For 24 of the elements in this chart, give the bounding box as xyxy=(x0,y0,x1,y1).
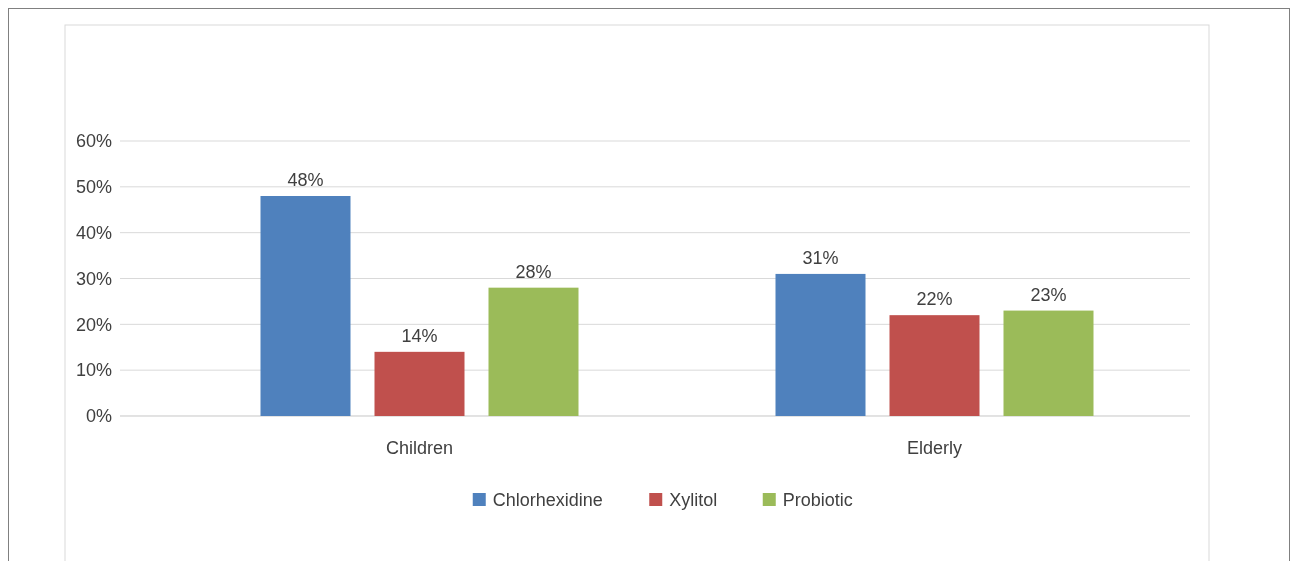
bar xyxy=(889,315,980,416)
x-tick-label: Elderly xyxy=(906,438,963,458)
y-tick-label: 0% xyxy=(85,406,112,427)
y-tick-label: 50% xyxy=(75,177,112,198)
data-label: 23% xyxy=(1030,284,1067,305)
data-label: 28% xyxy=(515,261,552,282)
y-tick-label: 40% xyxy=(75,222,112,243)
y-tick-label: 30% xyxy=(75,268,112,289)
bar xyxy=(1003,310,1094,416)
bar xyxy=(775,273,866,416)
data-label: 48% xyxy=(287,170,324,190)
y-tick-label: 10% xyxy=(75,360,112,381)
bar xyxy=(488,287,579,416)
y-tick-label: 20% xyxy=(75,314,112,335)
legend-label: Xylitol xyxy=(669,490,718,510)
y-tick-label: 60% xyxy=(75,131,112,152)
bar xyxy=(260,196,351,416)
legend-label: Chlorhexidine xyxy=(492,490,603,510)
data-label: 31% xyxy=(802,247,839,268)
data-label: 22% xyxy=(916,289,953,310)
legend-label: Probiotic xyxy=(782,490,853,510)
x-tick-label: Children xyxy=(385,438,454,458)
data-label: 14% xyxy=(401,325,438,346)
bar xyxy=(374,351,465,416)
